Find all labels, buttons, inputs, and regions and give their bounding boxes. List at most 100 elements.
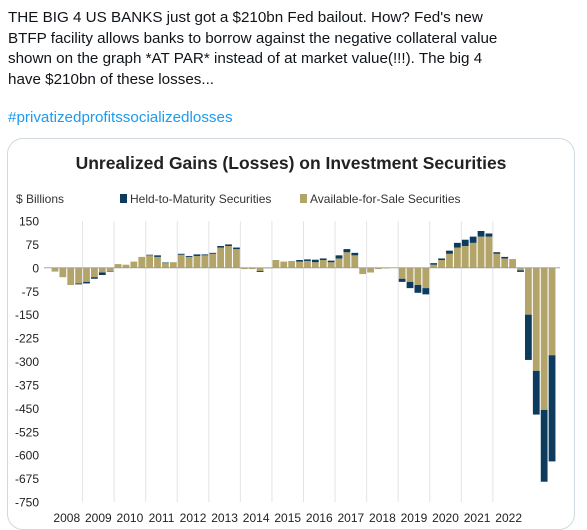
x-tick-label: 2009: [85, 511, 112, 525]
bar-segment-afs: [51, 267, 59, 272]
x-tick-label: 2022: [495, 511, 522, 525]
y-axis-label: $ Billions: [16, 192, 64, 206]
bar-segment-afs: [91, 267, 98, 278]
tweet-text-line: shown on the graph *AT PAR* instead of a…: [8, 50, 483, 67]
bar-segment-htm: [485, 233, 493, 237]
bar-segment-afs: [177, 254, 185, 268]
bar-segment-htm: [335, 255, 343, 259]
tweet-text-line: BTFP facility allows banks to borrow aga…: [8, 29, 498, 47]
bar-segment-htm: [154, 255, 161, 257]
chart-svg: $ Billions Held-to-Maturity Securities A…: [15, 192, 560, 525]
legend-label-htm: Held-to-Maturity Securities: [130, 192, 271, 206]
bar-segment-htm: [477, 230, 485, 237]
bar-segment-afs: [509, 259, 516, 268]
bar-segment-afs: [438, 260, 445, 268]
y-tick-label: -150: [15, 308, 39, 322]
y-tick-label: -675: [15, 472, 39, 486]
y-tick-label: 0: [32, 261, 39, 275]
bar-segment-htm: [517, 270, 524, 272]
bar-segment-afs: [532, 267, 540, 371]
x-tick-label: 2018: [369, 511, 396, 525]
bar-segment-afs: [106, 267, 114, 271]
bar-segment-afs: [130, 261, 138, 268]
bar-segment-afs: [67, 267, 75, 286]
bar-segment-htm: [540, 409, 548, 482]
x-tick-label: 2015: [274, 511, 301, 525]
bar-segment-afs: [335, 258, 343, 268]
bar-segment-htm: [83, 281, 90, 284]
x-tick-label: 2020: [432, 511, 459, 525]
bar-segment-htm: [327, 260, 335, 263]
bar-segment-afs: [414, 267, 422, 286]
bar-segment-htm: [177, 253, 185, 255]
bar-segment-afs: [240, 267, 248, 270]
bar-segment-afs: [304, 260, 311, 268]
x-tick-label: 2011: [149, 511, 175, 525]
x-axis-ticks: 2008 2009 2010 2011 2012 2013 2014 2015 2016 2017…: [53, 511, 522, 525]
hashtag-link[interactable]: #privatizedprofitssocializedlosses: [8, 109, 233, 126]
bar-segment-htm: [532, 370, 540, 415]
x-tick-label: 2012: [180, 511, 207, 525]
bar-segment-afs: [430, 264, 438, 268]
bar-segment-htm: [193, 254, 201, 256]
bar-segment-htm: [524, 314, 532, 360]
y-tick-label: -375: [15, 378, 39, 392]
x-tick-label: 2008: [53, 511, 80, 525]
bar-segment-htm: [430, 263, 438, 265]
bar-segment-htm: [91, 277, 98, 279]
tweet-media-image[interactable]: Unrealized Gains (Losses) on Investment …: [7, 138, 575, 530]
bar-segment-afs: [311, 262, 319, 268]
chart-title: Unrealized Gains (Losses) on Investment …: [75, 153, 507, 173]
bar-segment-htm: [493, 252, 501, 254]
bar-segment-htm: [162, 262, 169, 264]
bar-segment-afs: [193, 255, 201, 268]
bar-segment-afs: [398, 267, 406, 279]
tweet-text-line: THE BIG 4 US BANKS just got a $210bn Fed…: [8, 9, 483, 26]
bar-segment-afs: [406, 267, 414, 282]
chart-legend: Held-to-Maturity Securities Available-fo…: [120, 192, 461, 206]
bar-segment-afs: [233, 249, 240, 268]
legend-swatch-afs: [300, 194, 307, 203]
bar-segment-afs: [217, 247, 225, 268]
bar-segment-afs: [154, 256, 161, 268]
bar-segment-htm: [398, 278, 406, 282]
bar-segment-htm: [406, 281, 414, 289]
bar-segment-htm: [106, 270, 114, 272]
bar-segment-afs: [209, 253, 217, 268]
y-tick-label: -75: [22, 285, 40, 299]
bar-segment-afs: [548, 267, 556, 356]
bar-segment-htm: [256, 270, 264, 272]
bar-segment-afs: [469, 242, 477, 268]
bar-segment-htm: [319, 258, 327, 261]
bar-segment-afs: [169, 262, 177, 268]
bar-segment-htm: [201, 254, 209, 256]
bar-segment-afs: [162, 263, 169, 268]
tweet-text-line: have $210bn of these losses...: [8, 70, 215, 88]
bar-segment-htm: [438, 258, 445, 261]
bar-segment-afs: [114, 264, 122, 268]
x-tick-label: 2010: [117, 511, 144, 525]
bar-segment-afs: [201, 255, 209, 268]
bar-segment-afs: [493, 253, 501, 268]
y-tick-label: 150: [19, 215, 39, 229]
bar-segment-afs: [319, 260, 327, 268]
bar-segment-htm: [233, 247, 240, 250]
bar-segment-htm: [422, 288, 430, 295]
bar-segment-htm: [548, 355, 556, 462]
bar-segment-afs: [75, 267, 83, 284]
bar-segment-htm: [146, 254, 154, 256]
bar-segment-htm: [453, 242, 461, 248]
bar-segment-afs: [138, 256, 146, 268]
bar-segment-afs: [185, 256, 193, 268]
x-tick-label: 2017: [337, 511, 364, 525]
bar-segment-htm: [311, 259, 319, 263]
bar-segment-afs: [288, 260, 296, 268]
bar-segment-afs: [256, 267, 264, 271]
bar-segment-afs: [248, 267, 256, 270]
bar-segment-afs: [477, 236, 485, 268]
x-tick-label: 2013: [211, 511, 238, 525]
bar-segment-htm: [446, 250, 453, 254]
y-tick-label: -300: [15, 355, 39, 369]
bar-segment-afs: [359, 267, 367, 275]
bar-segment-afs: [225, 245, 232, 268]
